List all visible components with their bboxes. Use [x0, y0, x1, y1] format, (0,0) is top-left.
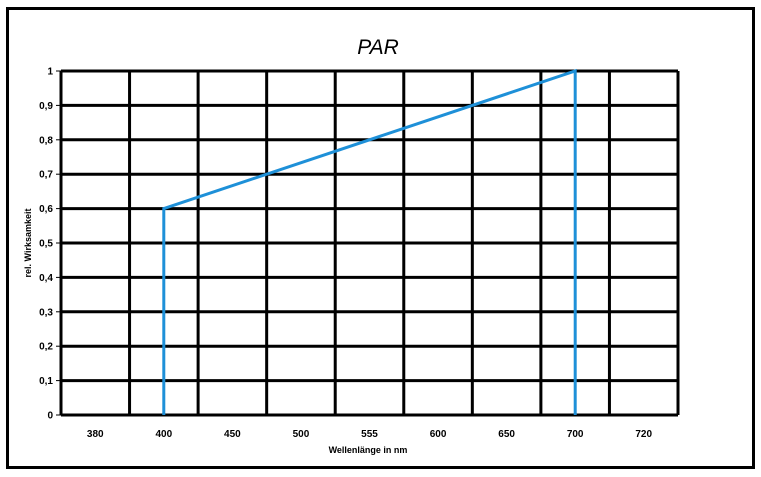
chart-title: PAR: [357, 36, 399, 59]
x-tick-label: 720: [635, 429, 652, 440]
series-group: [162, 68, 577, 416]
x-tick-label: 380: [87, 429, 104, 440]
x-tick-label: 555: [361, 429, 378, 440]
y-tick-label: 0,1: [39, 376, 53, 387]
x-axis-ticks: 380 400 450 500 555 600 650 700 720: [87, 429, 653, 440]
y-tick-label: 0,2: [39, 342, 53, 353]
x-tick-label: 450: [224, 429, 241, 440]
y-tick-label: 0,7: [39, 170, 53, 181]
x-tick-label: 500: [293, 429, 310, 440]
y-tick-label: 0,8: [39, 135, 53, 146]
y-tick-label: 1: [47, 67, 53, 78]
x-tick-label: 400: [155, 429, 172, 440]
y-tick-label: 0,3: [39, 307, 53, 318]
y-axis-label: rel. Wirksamkeit: [23, 209, 33, 278]
x-tick-label: 700: [567, 429, 584, 440]
y-tick-label: 0,4: [39, 273, 53, 284]
x-axis-label: Wellenlänge in nm: [329, 445, 408, 455]
y-axis-ticks: 0 0,1 0,2 0,3 0,4 0,5 0,6 0,7 0,8 0,9 1: [39, 67, 61, 422]
series-line: [162, 68, 577, 415]
y-tick-label: 0,6: [39, 204, 53, 215]
x-tick-label: 650: [498, 429, 515, 440]
y-tick-label: 0,5: [39, 239, 53, 250]
y-tick-label: 0: [47, 411, 53, 422]
x-tick-label: 600: [430, 429, 447, 440]
y-tick-label: 0,9: [39, 101, 53, 112]
